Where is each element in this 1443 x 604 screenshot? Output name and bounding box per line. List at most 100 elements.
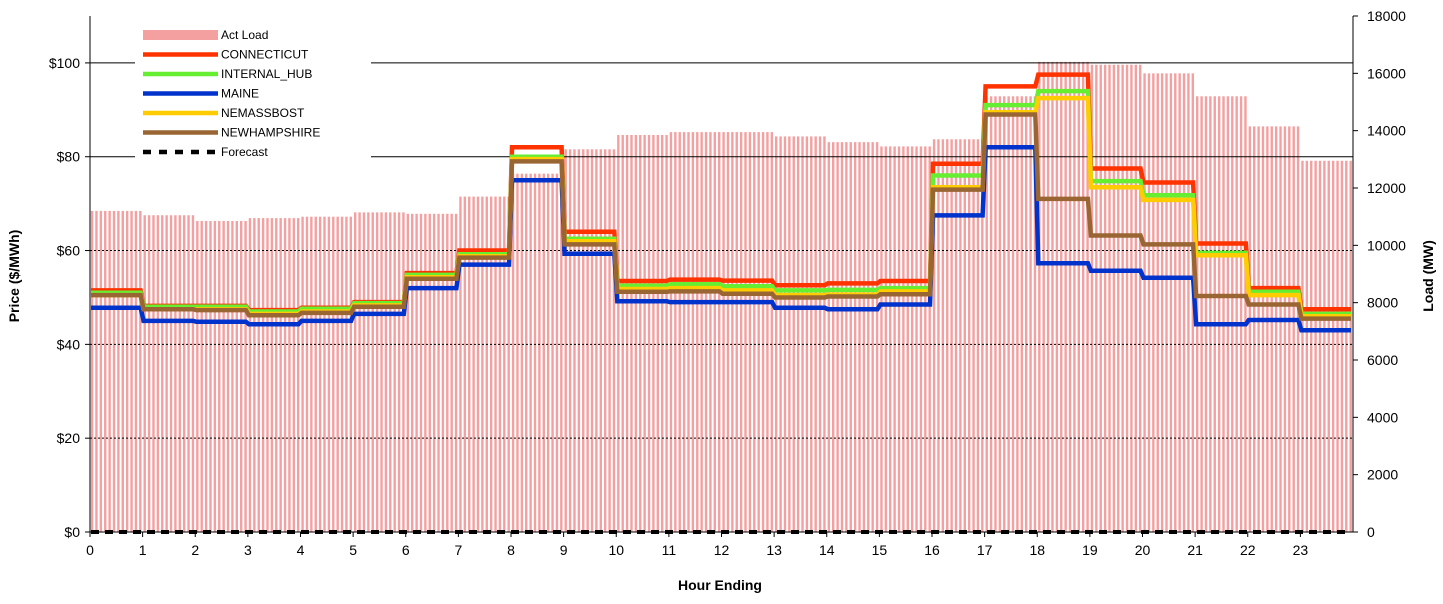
x-tick-label: 8 bbox=[507, 542, 515, 558]
load-bar bbox=[143, 215, 146, 533]
load-bar bbox=[1103, 64, 1107, 532]
load-bar bbox=[989, 96, 993, 533]
tick-labels: 0 1 2 3 4 5 6 7 8 9 10 11 12 13 14 15 16 17 18 19 20 21 22 23$0… bbox=[49, 8, 1406, 558]
load-bar bbox=[375, 212, 379, 532]
load-bar bbox=[90, 210, 94, 532]
load-bar bbox=[792, 136, 795, 532]
legend-label: Act Load bbox=[221, 28, 268, 42]
load-bar bbox=[1011, 96, 1015, 533]
load-bar bbox=[1108, 64, 1111, 532]
load-bar bbox=[1314, 160, 1317, 532]
load-bar bbox=[932, 139, 936, 532]
load-bar bbox=[840, 142, 844, 532]
load-bar bbox=[1305, 160, 1309, 532]
load-bar bbox=[722, 132, 725, 532]
load-bar bbox=[1081, 61, 1085, 533]
load-bar bbox=[1327, 160, 1330, 532]
load-bar bbox=[586, 149, 589, 533]
load-bar bbox=[590, 149, 594, 533]
load-bar bbox=[928, 146, 931, 532]
legend: Act Load CONNECTICUT INTERNAL_HUB MAINE NEMA… bbox=[135, 26, 371, 162]
load-bar bbox=[696, 132, 699, 532]
load-bar bbox=[389, 212, 392, 532]
load-bar bbox=[1095, 64, 1098, 532]
x-tick-label: 3 bbox=[244, 542, 252, 558]
load-bar bbox=[827, 142, 831, 532]
load-bar bbox=[963, 139, 966, 532]
load-bar bbox=[218, 220, 221, 532]
load-bar bbox=[603, 149, 607, 533]
load-bar bbox=[446, 213, 449, 533]
load-bar bbox=[902, 146, 905, 532]
load-bar bbox=[178, 215, 181, 533]
load-bar bbox=[617, 134, 620, 532]
load-bar bbox=[310, 216, 313, 533]
x-tick-label: 17 bbox=[977, 542, 993, 558]
load-bar bbox=[1288, 126, 1291, 533]
load-bar bbox=[1301, 160, 1304, 532]
load-bar bbox=[257, 218, 260, 532]
y2-tick-label: 0 bbox=[1367, 524, 1375, 540]
y2-tick-label: 2000 bbox=[1367, 467, 1398, 483]
load-bar bbox=[1020, 96, 1023, 533]
load-bar bbox=[1283, 126, 1287, 533]
load-bar bbox=[279, 218, 282, 532]
axes bbox=[85, 15, 1358, 537]
load-bar bbox=[288, 218, 291, 532]
y2-axis-title: Load (MW) bbox=[1420, 240, 1436, 312]
load-bar bbox=[235, 220, 239, 532]
load-bar bbox=[937, 139, 940, 532]
load-bar bbox=[674, 132, 677, 532]
load-bar bbox=[582, 149, 585, 533]
legend-label: NEWHAMPSHIRE bbox=[221, 126, 320, 140]
load-bar bbox=[314, 216, 317, 533]
load-bar bbox=[682, 132, 686, 532]
load-bar bbox=[1200, 96, 1203, 533]
load-bar bbox=[981, 139, 984, 532]
load-bar bbox=[1331, 160, 1335, 532]
y-tick-label: $60 bbox=[57, 243, 81, 259]
load-bar bbox=[498, 196, 502, 532]
load-bar bbox=[551, 173, 554, 533]
load-bar bbox=[1060, 61, 1063, 533]
load-bar bbox=[406, 213, 410, 533]
load-bar bbox=[305, 216, 309, 533]
load-bar bbox=[1296, 126, 1300, 533]
y2-tick-label: 4000 bbox=[1367, 409, 1398, 425]
legend-label: Forecast bbox=[221, 145, 268, 159]
load-bar bbox=[573, 149, 576, 533]
load-bar bbox=[428, 213, 431, 533]
load-bar bbox=[1016, 96, 1019, 533]
load-bar bbox=[1003, 96, 1006, 533]
load-bar bbox=[726, 132, 730, 532]
x-tick-label: 13 bbox=[766, 542, 782, 558]
load-bar bbox=[630, 134, 633, 532]
load-bar bbox=[906, 146, 909, 532]
load-bar bbox=[735, 132, 738, 532]
load-bar bbox=[858, 142, 861, 532]
y2-tick-label: 12000 bbox=[1367, 180, 1406, 196]
load-bar bbox=[165, 215, 168, 533]
load-bar bbox=[468, 196, 471, 532]
load-bar bbox=[1138, 64, 1142, 532]
load-bar bbox=[1222, 96, 1225, 533]
load-bar bbox=[253, 218, 256, 532]
load-bar bbox=[665, 134, 668, 532]
load-bar bbox=[1046, 61, 1050, 533]
load-bar bbox=[419, 213, 423, 533]
load-bar bbox=[941, 139, 945, 532]
x-tick-label: 6 bbox=[402, 542, 410, 558]
x-tick-label: 5 bbox=[349, 542, 357, 558]
load-bar bbox=[889, 146, 892, 532]
load-bar bbox=[481, 196, 484, 532]
load-bar bbox=[121, 210, 124, 532]
load-bar bbox=[823, 136, 826, 532]
load-bar bbox=[757, 132, 760, 532]
load-bar bbox=[1209, 96, 1212, 533]
load-bar bbox=[753, 132, 756, 532]
load-bar bbox=[283, 218, 287, 532]
load-bar bbox=[432, 213, 436, 533]
load-bar bbox=[213, 220, 217, 532]
load-bar bbox=[1345, 160, 1348, 532]
